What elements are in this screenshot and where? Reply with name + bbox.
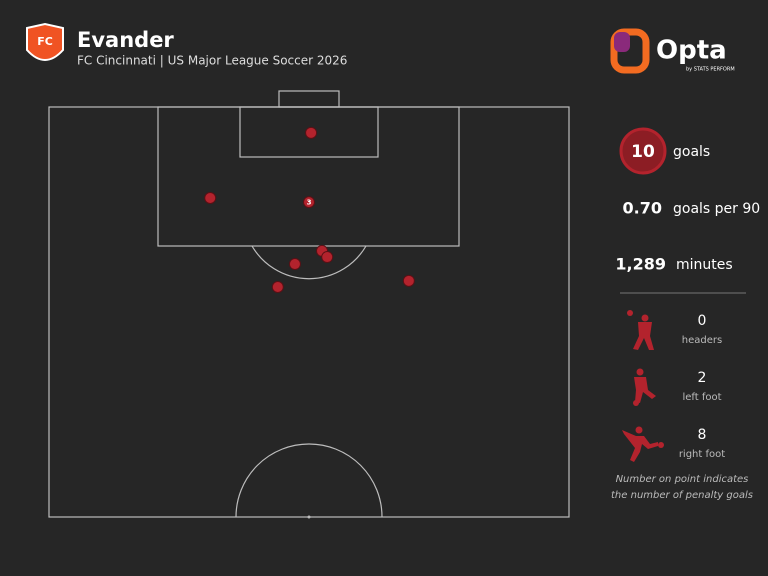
right-foot-icon [622,426,664,462]
goals-label: goals [673,144,710,160]
shot-point [303,196,315,209]
breakdown-value: 2 [698,370,707,386]
shot-point [321,251,334,264]
breakdown-label: right foot [679,449,725,460]
goals-circle [619,127,667,175]
breakdown-value: 0 [698,313,707,329]
title: Evander [77,28,174,52]
per90-label: goals per 90 [673,201,760,217]
breakdown-label: left foot [682,392,721,403]
breakdown-value: 8 [698,427,707,443]
breakdown-label: headers [682,335,722,346]
per90-value: 0.70 [623,199,662,218]
shot-point [305,126,318,139]
breakdown: 0 headers 2 left foot 8 right foot [679,313,725,460]
brand: Opta [656,36,727,66]
brand-sub: by STATS PERFORM [686,67,735,73]
badge-text: FC [37,35,53,48]
shot-point [204,192,217,205]
header-icon [627,310,654,350]
club-badge: FC [26,22,64,61]
penalty-label: 3 [307,199,312,207]
minutes-label: minutes [676,257,733,273]
minutes-value: 1,289 [615,255,666,274]
pitch [48,90,570,519]
shot-point [402,274,415,287]
left-foot-icon [633,368,656,406]
shot-points: 3 [204,126,415,293]
shot-point [271,280,284,293]
shot-point [288,258,301,271]
note-line: Number on point indicates [616,474,749,485]
subtitle: FC Cincinnati | US Major League Soccer 2… [77,54,347,68]
goals-value: 10 [631,142,655,162]
note-line: the number of penalty goals [611,490,753,501]
opta-logo: Opta by STATS PERFORM [610,28,735,74]
